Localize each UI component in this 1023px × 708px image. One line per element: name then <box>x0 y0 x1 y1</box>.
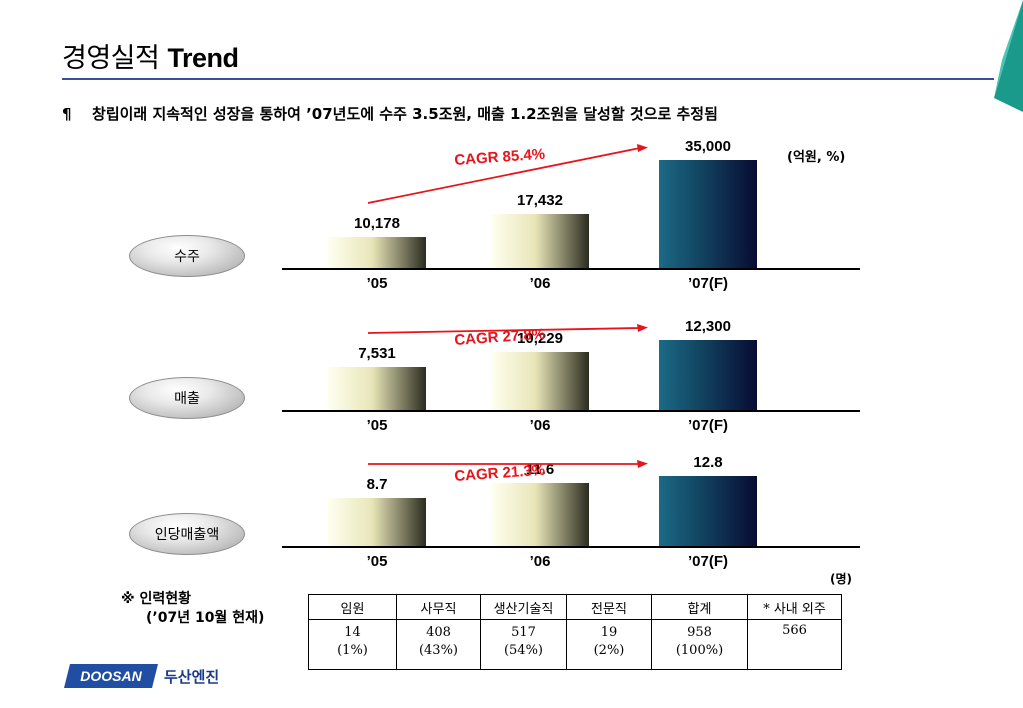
header-cell: 임원 <box>308 594 397 620</box>
page-title-korean: 경영실적 <box>62 43 160 74</box>
doosan-logo: DOOSAN <box>64 664 158 688</box>
header-cell: * 사내 외주 <box>747 594 842 620</box>
bar <box>659 340 757 410</box>
logo-mark: DOOSAN <box>80 668 142 684</box>
bar-value-label: 11.6 <box>525 461 555 478</box>
title-rule <box>62 78 994 80</box>
count: 566 <box>782 623 807 638</box>
category-label: ’06 <box>529 553 551 570</box>
share: (2%) <box>593 643 625 658</box>
bar <box>491 352 589 410</box>
cagr-arrow-line <box>367 147 641 204</box>
data-cell: 958 (100%) <box>651 619 748 670</box>
category-label: ’07(F) <box>687 275 728 292</box>
bar <box>491 483 589 546</box>
arrowhead-icon <box>637 460 648 468</box>
bar <box>328 498 426 546</box>
chart-panel: 수주 10,178’05 17,432’06 35,000’07(F) CAGR 85.… <box>0 138 1023 292</box>
bar <box>328 367 426 410</box>
chart-panel: 인당매출액 8.7’05 11.6’06 12.8’07(F) CAGR 21.3% <box>0 440 1023 590</box>
workforce-note: ※ 인력현황 <box>121 591 192 607</box>
bar-value-label: 8.7 <box>366 476 388 493</box>
count: 14 <box>344 625 361 640</box>
header-cell: 생산기술직 <box>480 594 567 620</box>
page-title: 경영실적 Trend <box>62 36 239 75</box>
bar <box>491 214 589 268</box>
table-row: 14 (1%) 408 (43%) 517 (54%) 19 (2%) 958 (100%… <box>308 619 842 670</box>
bar <box>659 160 757 268</box>
category-label: ’07(F) <box>687 553 728 570</box>
baseline <box>282 546 860 548</box>
header-cell: 사무직 <box>396 594 481 620</box>
bar <box>659 476 757 546</box>
data-cell: 408 (43%) <box>396 619 481 670</box>
bar-value-label: 12.8 <box>693 454 723 471</box>
data-cell: 517 (54%) <box>480 619 567 670</box>
data-cell: 19 (2%) <box>566 619 652 670</box>
unit-label: (억원, %) <box>787 150 846 165</box>
share: (100%) <box>675 643 724 658</box>
data-cell: 566 <box>747 619 842 670</box>
arrowhead-icon <box>637 324 648 332</box>
baseline <box>282 268 860 270</box>
workforce-unit: (명) <box>830 572 853 586</box>
bar-value-label: 10,229 <box>517 330 563 347</box>
cagr-arrow <box>368 460 648 468</box>
bullet-icon: ¶ <box>62 105 72 123</box>
metric-label: 수주 <box>129 235 245 277</box>
count: 19 <box>600 625 618 640</box>
bar <box>328 237 426 268</box>
share: (54%) <box>503 643 544 658</box>
data-cell: 14 (1%) <box>308 619 397 670</box>
category-label: ’06 <box>529 417 551 434</box>
bar-value-label: 12,300 <box>685 318 731 335</box>
summary-line: ¶ 창립이래 지속적인 성장을 통하여 ’07년도에 수주 3.5조원, 매출 … <box>62 103 718 124</box>
baseline <box>282 410 860 412</box>
cagr-arrow <box>367 324 648 334</box>
header-cell: 전문직 <box>566 594 652 620</box>
corner-decoration-icon <box>994 0 1023 112</box>
count: 517 <box>511 625 536 640</box>
table-header-row: 임원 사무직 생산기술직 전문직 합계 * 사내 외주 <box>308 594 842 620</box>
share: (1%) <box>337 643 368 658</box>
company-name: 두산엔진 <box>164 668 220 686</box>
chart-panel: 매출 7,531’05 10,229’06 12,300’07(F) CAGR 27.8… <box>0 300 1023 450</box>
category-label: ’05 <box>366 417 388 434</box>
category-label: ’05 <box>366 275 388 292</box>
summary-text: 창립이래 지속적인 성장을 통하여 ’07년도에 수주 3.5조원, 매출 1.… <box>92 105 718 123</box>
bar-value-label: 10,178 <box>354 215 400 232</box>
category-label: ’06 <box>529 275 551 292</box>
arrowhead-icon <box>637 144 648 152</box>
cagr-arrow <box>367 144 648 204</box>
header-cell: 합계 <box>651 594 748 620</box>
bar-value-label: 35,000 <box>685 138 731 155</box>
bar-value-label: 17,432 <box>517 192 563 209</box>
cagr-arrow-line <box>367 327 641 334</box>
count: 408 <box>426 625 451 640</box>
metric-label: 매출 <box>129 377 245 419</box>
count: 958 <box>687 625 712 640</box>
share: (43%) <box>418 643 459 658</box>
page-title-english: Trend <box>167 43 239 73</box>
workforce-as-of: (’07년 10월 현재) <box>146 610 265 626</box>
workforce-table: 임원 사무직 생산기술직 전문직 합계 * 사내 외주 14 (1%) 408 (4… <box>308 594 842 670</box>
category-label: ’07(F) <box>687 417 728 434</box>
metric-label: 인당매출액 <box>129 513 245 555</box>
category-label: ’05 <box>366 553 388 570</box>
bar-value-label: 7,531 <box>358 345 396 362</box>
